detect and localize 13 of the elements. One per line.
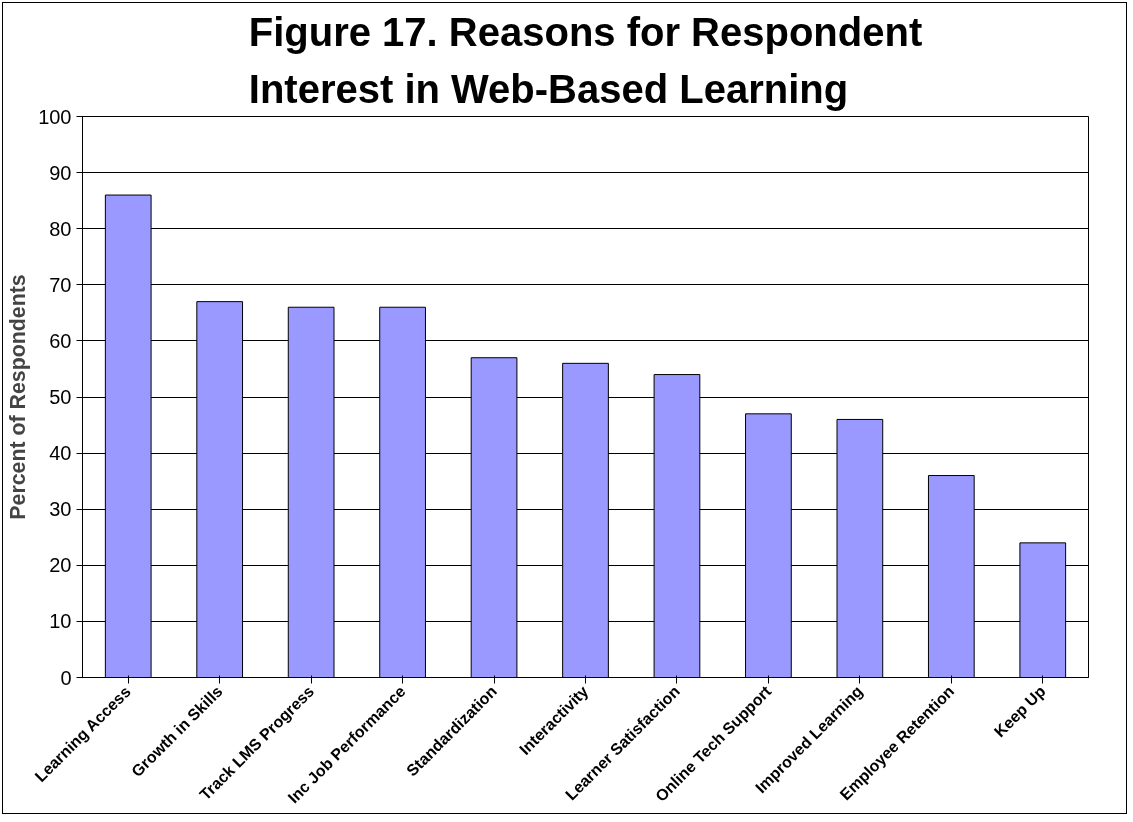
y-tick-label: 60 (49, 329, 72, 352)
y-tick-label: 90 (49, 161, 72, 184)
y-tick-label: 70 (49, 273, 72, 296)
y-tick-label: 30 (49, 498, 72, 521)
y-tick-label: 40 (49, 442, 72, 465)
y-axis-title: Percent of Respondents (6, 274, 31, 520)
y-tick-label: 10 (49, 610, 72, 633)
y-tick-label: 100 (38, 105, 72, 128)
y-tick-label: 0 (60, 666, 72, 689)
y-tick-label: 80 (49, 217, 72, 240)
chart-title: Figure 17. Reasons for Respondent Interest in Web-Based Learning (248, 10, 923, 112)
y-tick-label: 50 (49, 386, 72, 408)
y-tick-label: 20 (49, 554, 72, 577)
